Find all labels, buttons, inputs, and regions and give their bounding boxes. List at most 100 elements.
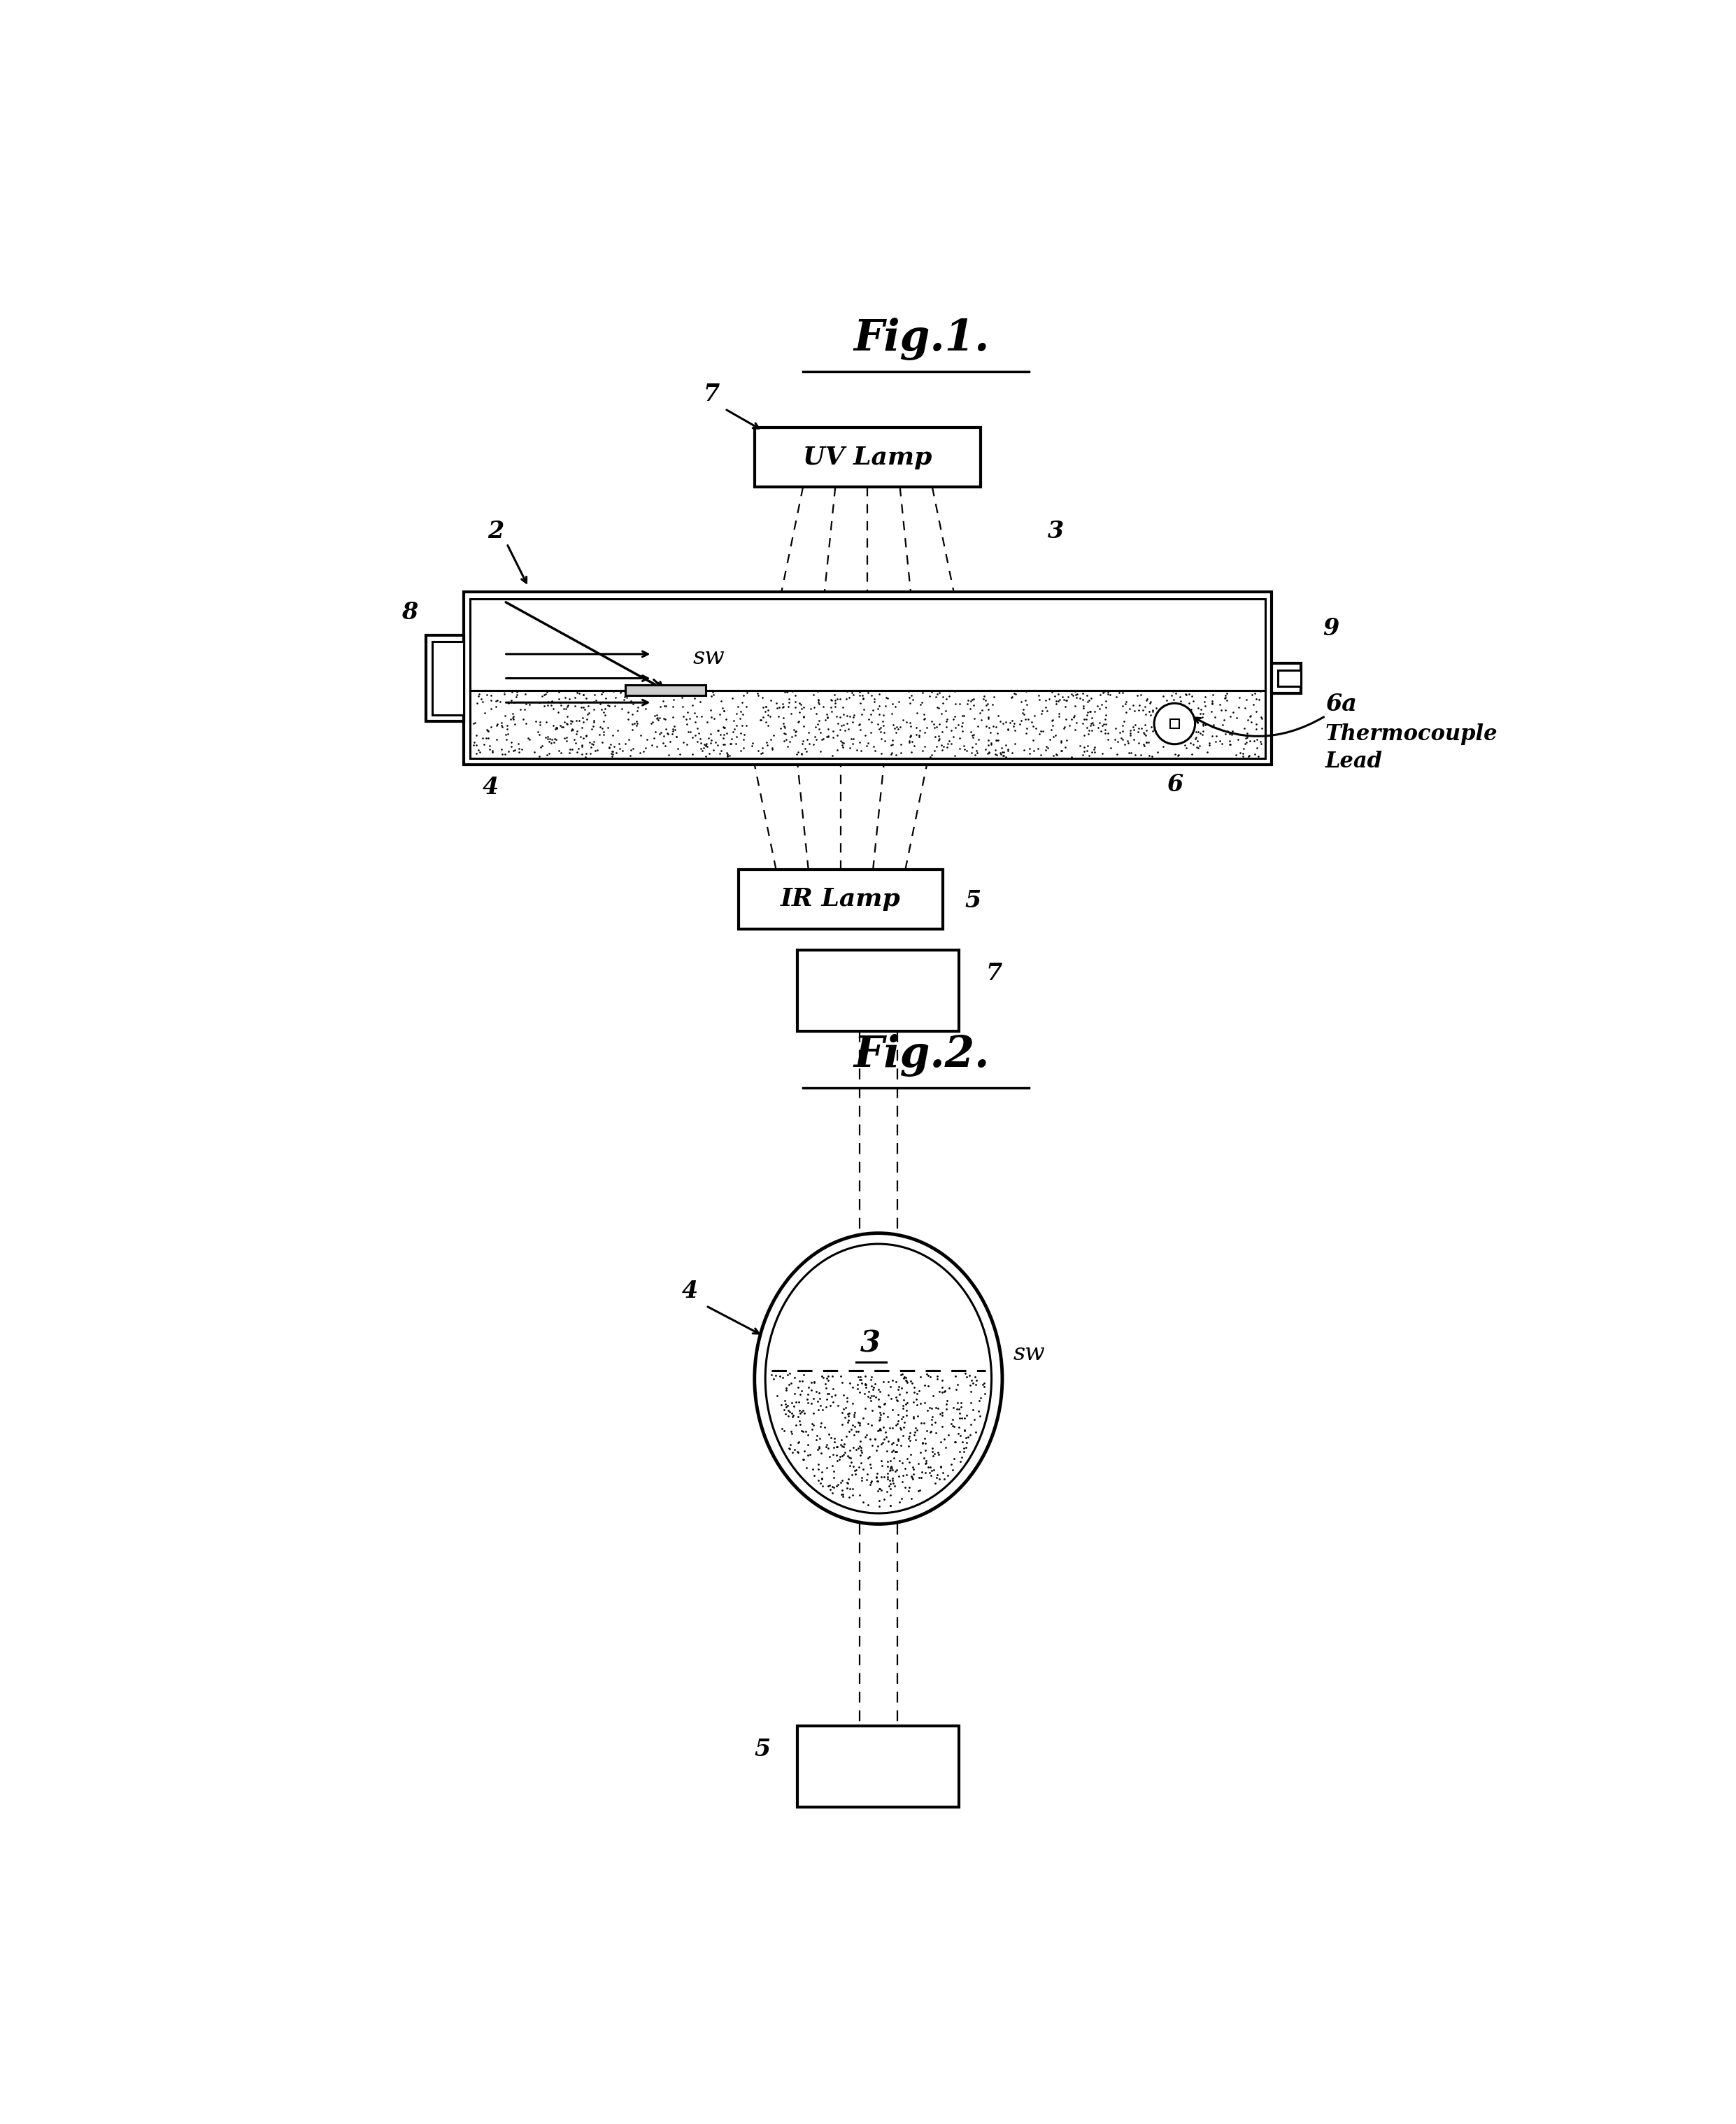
Point (920, 735, 948, 769)
Point (858, 1451, 885, 1485)
Point (469, 684, 496, 718)
Point (818, 1359, 845, 1393)
Point (781, 718, 809, 752)
Point (760, 1361, 788, 1395)
Point (951, 1421, 979, 1455)
Point (1024, 678, 1052, 712)
Point (602, 735, 630, 769)
Point (1057, 678, 1085, 712)
Text: Lead: Lead (1325, 750, 1384, 773)
Point (1038, 703, 1066, 737)
Point (957, 1368, 984, 1402)
Point (779, 1398, 807, 1432)
Point (757, 699, 785, 733)
Point (1092, 690, 1120, 724)
Point (816, 1468, 844, 1502)
Point (823, 1444, 851, 1478)
Point (592, 682, 620, 716)
Point (830, 726, 858, 760)
Point (1028, 695, 1055, 729)
Point (878, 1451, 906, 1485)
Point (898, 718, 925, 752)
Point (766, 690, 793, 724)
Point (727, 733, 755, 767)
Point (1160, 705, 1187, 739)
Point (901, 1370, 929, 1404)
Point (748, 703, 776, 737)
Point (818, 690, 845, 724)
Point (830, 707, 858, 741)
Point (865, 1415, 892, 1449)
Point (1226, 680, 1253, 714)
Point (1189, 714, 1217, 748)
Point (526, 739, 554, 773)
Point (984, 722, 1012, 756)
Ellipse shape (766, 1245, 991, 1512)
Point (835, 712, 863, 746)
Point (943, 1368, 970, 1402)
Point (1222, 737, 1250, 771)
Point (887, 726, 915, 760)
Point (845, 726, 873, 760)
Point (694, 720, 722, 754)
Point (717, 726, 745, 760)
Point (696, 737, 724, 771)
Point (885, 1376, 913, 1410)
Point (1163, 712, 1191, 746)
Point (826, 1427, 854, 1461)
Point (759, 1357, 786, 1391)
Point (465, 678, 493, 712)
Point (865, 688, 892, 722)
Point (807, 1406, 835, 1440)
Point (1144, 703, 1172, 737)
Point (691, 739, 719, 773)
Text: 8: 8 (401, 601, 418, 624)
Point (616, 673, 644, 707)
Point (948, 705, 976, 739)
Point (786, 1404, 814, 1438)
Point (962, 1415, 990, 1449)
Point (720, 703, 748, 737)
Point (960, 720, 988, 754)
Point (488, 707, 516, 741)
Point (877, 1478, 904, 1512)
Point (562, 716, 590, 750)
Point (858, 1378, 885, 1412)
Point (1127, 712, 1154, 746)
Point (1017, 705, 1045, 739)
Point (1135, 695, 1163, 729)
Point (925, 1374, 953, 1408)
Point (1075, 739, 1102, 773)
Point (866, 1412, 894, 1446)
Point (639, 729, 667, 763)
Point (719, 716, 746, 750)
Point (911, 1368, 939, 1402)
Point (924, 1461, 951, 1495)
Point (948, 709, 976, 743)
Point (884, 712, 911, 746)
Point (851, 1419, 878, 1453)
Point (925, 720, 953, 754)
Point (726, 695, 753, 729)
Point (1075, 714, 1102, 748)
Point (889, 1357, 917, 1391)
Point (962, 737, 990, 771)
Point (535, 684, 562, 718)
Point (684, 675, 712, 709)
Point (875, 1470, 903, 1504)
Point (863, 1381, 891, 1415)
Point (837, 1472, 865, 1506)
Text: 3: 3 (1049, 520, 1064, 544)
Point (1019, 709, 1047, 743)
Point (849, 682, 877, 716)
Point (858, 1359, 885, 1393)
Point (505, 731, 533, 765)
Point (1233, 722, 1260, 756)
Point (1191, 680, 1219, 714)
Point (950, 699, 977, 733)
Point (819, 1429, 847, 1463)
Point (915, 680, 943, 714)
Point (745, 678, 773, 712)
Point (877, 1453, 904, 1487)
Point (910, 1440, 937, 1474)
